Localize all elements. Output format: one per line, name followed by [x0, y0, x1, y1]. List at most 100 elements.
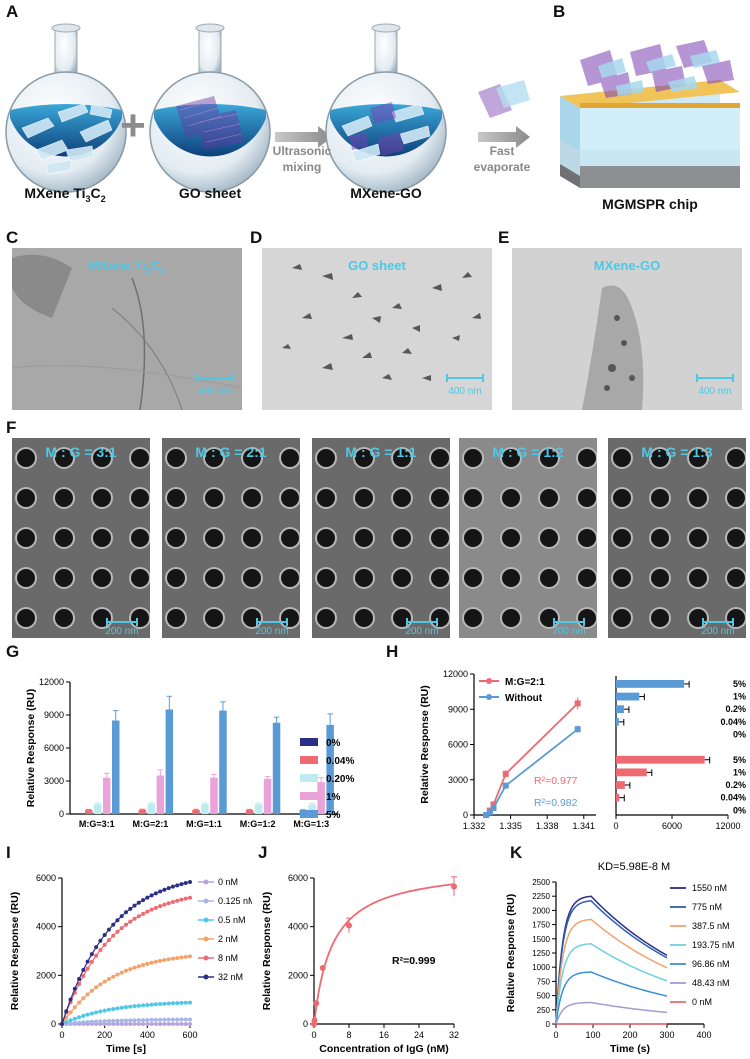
category-label: 0.2%	[725, 704, 746, 714]
data-point	[132, 916, 137, 921]
data-point	[170, 956, 175, 961]
data-point	[85, 1020, 90, 1025]
series-line	[555, 895, 668, 1025]
legend-label: 0.5 nM	[218, 915, 246, 925]
x-tick-label: 6000	[662, 821, 682, 831]
micrograph-mxene: MXene Ti3C2 400 nm	[12, 248, 242, 410]
pore	[651, 569, 669, 587]
r2-label-red: R²=0.977	[534, 775, 578, 787]
pore	[355, 489, 373, 507]
pore	[243, 449, 261, 467]
data-point	[188, 879, 192, 884]
arrow-evaporate-label: Fast evaporate	[473, 144, 531, 174]
legend-label: 387.5 nM	[692, 921, 730, 931]
data-point	[111, 974, 116, 979]
bar	[326, 724, 334, 814]
panel-letter-h: H	[386, 642, 399, 661]
x-tick-label: 0	[59, 1030, 64, 1040]
y-tick-label: 6000	[36, 873, 56, 883]
pore	[281, 489, 299, 507]
data-point	[145, 961, 150, 966]
data-point	[179, 882, 184, 887]
bar	[254, 804, 263, 814]
pore	[355, 529, 373, 547]
x-tick-label: 32	[449, 1030, 459, 1040]
data-point	[162, 1022, 167, 1026]
data-point	[132, 1004, 137, 1009]
legend-marker	[203, 936, 209, 942]
data-point	[183, 1017, 188, 1022]
scale-bar	[406, 618, 438, 626]
data-point	[94, 1010, 99, 1015]
y-tick-label: 0	[51, 1019, 56, 1029]
x-tick-label: 1.332	[463, 821, 486, 831]
data-point	[128, 906, 133, 911]
data-point	[145, 909, 150, 914]
bar	[616, 781, 625, 789]
pore	[55, 449, 73, 467]
pore	[578, 529, 596, 547]
category-label: 0.04%	[720, 717, 746, 727]
data-point	[311, 1017, 318, 1024]
legend-swatch	[300, 738, 318, 746]
data-point	[158, 889, 163, 894]
data-point	[175, 1022, 180, 1026]
series-line	[61, 955, 191, 1025]
series-line	[61, 881, 191, 1025]
data-point	[179, 897, 184, 902]
bar	[85, 810, 93, 814]
data-point	[183, 881, 188, 886]
pore	[167, 489, 185, 507]
pore	[689, 569, 707, 587]
data-point	[89, 988, 94, 993]
data-point	[111, 1022, 116, 1026]
pore	[131, 529, 149, 547]
data-point	[136, 900, 141, 905]
category-label: 1%	[733, 692, 746, 702]
data-point	[85, 959, 90, 964]
flask-go	[149, 23, 271, 193]
legend-label: 1550 nM	[692, 883, 727, 893]
data-point	[89, 1019, 94, 1024]
data-point	[98, 982, 103, 987]
legend-swatch	[300, 810, 318, 818]
sem-title: M : G = 1:2	[492, 444, 564, 460]
legend-swatch	[300, 774, 318, 782]
sem-title: M : G = 1:1	[345, 444, 417, 460]
data-point	[111, 933, 116, 938]
bar	[272, 722, 281, 814]
data-point	[115, 1018, 120, 1023]
pore	[464, 449, 482, 467]
legend-label: 0 nM	[692, 997, 712, 1007]
panel-letter-i: I	[6, 843, 11, 862]
y-axis-label: Relative Response (RU)	[505, 894, 517, 1012]
data-point	[132, 1018, 137, 1023]
data-point	[124, 1018, 128, 1023]
data-point	[166, 901, 171, 906]
pore	[205, 609, 223, 627]
sem-image-3: M : G = 1:1 200 nm	[312, 438, 450, 638]
y-tick-label: 6000	[288, 873, 308, 883]
scale-bar	[696, 374, 734, 382]
data-point	[183, 1000, 188, 1005]
data-point	[102, 1022, 107, 1026]
legend-label: 5%	[326, 810, 341, 821]
data-point	[94, 1019, 99, 1024]
pore	[167, 529, 185, 547]
data-point	[111, 922, 116, 927]
sem-image-1: M : G = 3:1 200 nm	[12, 438, 150, 638]
bar	[156, 775, 165, 814]
data-point	[136, 964, 141, 969]
panel-letter-b: B	[553, 2, 566, 21]
x-tick-label: 24	[414, 1030, 424, 1040]
data-point	[188, 1017, 192, 1022]
x-tick-label: 0	[613, 821, 618, 831]
data-point	[89, 952, 94, 957]
pore	[281, 529, 299, 547]
scale-bar	[256, 618, 288, 626]
data-point	[132, 903, 137, 908]
flask-mxene-label: MXene Ti3C2	[24, 185, 106, 204]
data-point	[153, 905, 158, 910]
data-point	[98, 938, 103, 943]
panel-letter-c: C	[6, 228, 19, 247]
